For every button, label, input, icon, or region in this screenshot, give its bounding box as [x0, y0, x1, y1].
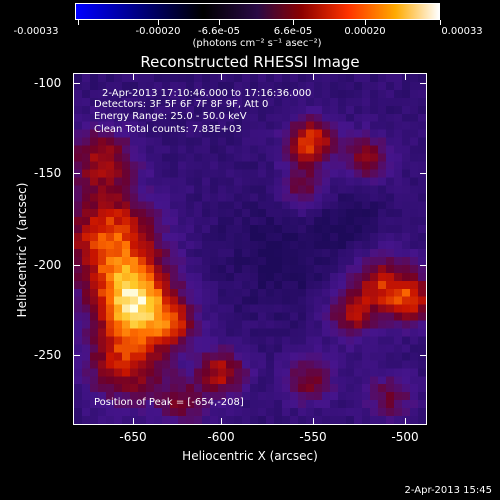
colorbar-tick [158, 20, 159, 25]
plot-area: 2-Apr-2013 17:10:46.000 to 17:16:36.000 … [73, 73, 427, 425]
y-tick-mark [73, 173, 80, 174]
colorbar-tick [293, 20, 294, 25]
time-range-label: 2-Apr-2013 17:10:46.000 to 17:16:36.000 [102, 88, 312, 99]
x-tick-mark [221, 73, 222, 80]
x-tick-mark [133, 418, 134, 425]
x-tick-mark [405, 73, 406, 80]
y-tick-mark [420, 173, 427, 174]
x-tick-label: -650 [119, 430, 147, 444]
colorbar-units: (photons cm⁻² s⁻¹ asec⁻²) [192, 38, 322, 49]
x-axis-title: Heliocentric X (arcsec) [182, 449, 318, 463]
colorbar-tick-label: 0.00033 [441, 26, 483, 37]
y-tick-label: -150 [34, 166, 62, 180]
colorbar-tick [219, 20, 220, 25]
colorbar-tick-label: -0.00033 [13, 26, 59, 37]
peak-position-label: Position of Peak = [-654,-208] [94, 397, 244, 408]
x-tick-label: -550 [299, 430, 327, 444]
y-tick-mark [420, 265, 427, 266]
colorbar-tick-label: -0.00020 [135, 26, 181, 37]
y-axis-title: Heliocentric Y (arcsec) [15, 182, 29, 318]
y-tick-mark [73, 83, 80, 84]
y-tick-mark [73, 265, 80, 266]
x-tick-mark [221, 418, 222, 425]
y-tick-mark [420, 83, 427, 84]
y-tick-mark [420, 355, 427, 356]
x-tick-mark [133, 73, 134, 80]
colorbar-tick-label: 6.6e-05 [273, 26, 313, 37]
x-tick-mark [405, 418, 406, 425]
rhessi-image [74, 74, 426, 424]
clean-counts-label: Clean Total counts: 7.83E+03 [94, 124, 242, 135]
x-tick-mark [313, 418, 314, 425]
y-tick-mark [73, 355, 80, 356]
x-tick-mark [313, 73, 314, 80]
energy-range-label: Energy Range: 25.0 - 50.0 keV [94, 111, 247, 122]
x-tick-label: -600 [207, 430, 235, 444]
timestamp: 2-Apr-2013 15:45 [404, 485, 492, 496]
y-tick-label: -200 [34, 258, 62, 272]
y-tick-label: -100 [34, 76, 62, 90]
colorbar-tick-label: -6.6e-05 [198, 26, 240, 37]
colorbar-tick [78, 20, 79, 25]
x-tick-label: -500 [391, 430, 419, 444]
plot-title: Reconstructed RHESSI Image [140, 53, 360, 71]
colorbar-tick [440, 20, 441, 25]
y-tick-label: -250 [34, 348, 62, 362]
colorbar [75, 3, 440, 20]
colorbar-tick [365, 20, 366, 25]
colorbar-tick-label: 0.00020 [344, 26, 386, 37]
detectors-label: Detectors: 3F 5F 6F 7F 8F 9F, Att 0 [94, 99, 269, 110]
